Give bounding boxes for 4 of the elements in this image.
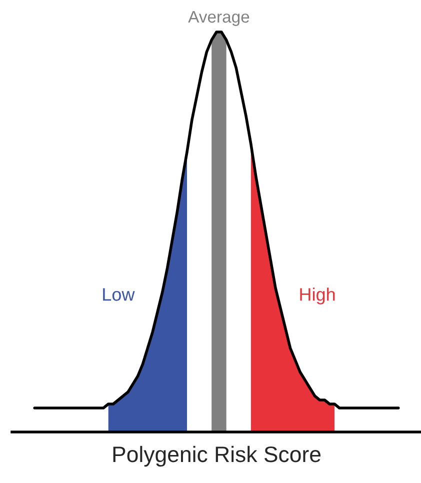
series-label: High xyxy=(300,288,335,304)
series-label: Average xyxy=(188,11,250,26)
series-label: Low xyxy=(103,288,135,301)
x-axis-title: Polygenic Risk Score xyxy=(113,446,320,467)
